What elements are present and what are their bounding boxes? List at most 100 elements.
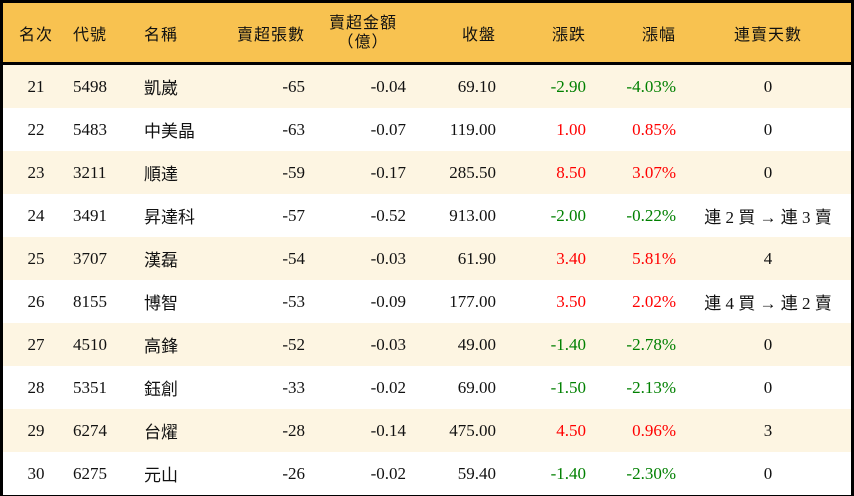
sell-amount-cell: -0.17 [370,162,406,182]
table-row[interactable]: 27 4510 高鋒 -52 -0.03 49.00 -1.40 -2.78% 0 [3,323,851,366]
streak-cell: 連 2 買 → 連 3 賣 [704,208,832,227]
table-row[interactable]: 22 5483 中美晶 -63 -0.07 119.00 1.00 0.85% 0 [3,108,851,151]
table-row[interactable]: 24 3491 昇達科 -57 -0.52 913.00 -2.00 -0.22% 連 2 買 … [3,194,851,237]
header-name[interactable]: 名稱 [144,26,179,44]
name-cell: 漢磊 [144,251,178,270]
header-close[interactable]: 收盤 [461,26,496,44]
table-row[interactable]: 29 6274 台燿 -28 -0.14 475.00 4.50 0.96% 3 [3,409,851,452]
streak-cell: 3 [763,420,773,440]
close-cell: 69.10 [457,76,496,96]
code-cell: 6274 [73,420,107,440]
pct-cell: 5.81% [632,248,676,268]
change-cell: 3.50 [556,291,586,311]
rank-cell: 27 [27,334,45,354]
code-cell: 8155 [73,291,107,311]
rank-cell: 29 [27,420,45,440]
pct-cell: -2.13% [626,377,676,397]
sell-amount-cell: -0.52 [370,205,406,225]
table-row[interactable]: 21 5498 凱崴 -65 -0.04 69.10 -2.90 -4.03% 0 [3,65,851,108]
rank-cell: 23 [27,162,45,182]
table-row[interactable]: 28 5351 鈺創 -33 -0.02 69.00 -1.50 -2.13% 0 [3,366,851,409]
sell-amount-cell: -0.14 [370,420,406,440]
code-cell: 4510 [73,334,107,354]
change-cell: 4.50 [556,420,586,440]
header-sell-amount-unit: （億） [337,33,389,51]
rank-cell: 22 [27,119,45,139]
streak-cell: 連 4 買 → 連 2 賣 [704,294,832,313]
header-rank[interactable]: 名次 [18,26,53,44]
close-cell: 59.40 [457,463,496,483]
code-cell: 3707 [73,248,107,268]
code-cell: 5498 [73,76,107,96]
table-row[interactable]: 25 3707 漢磊 -54 -0.03 61.90 3.40 5.81% 4 [3,237,851,280]
name-cell: 鈺創 [144,380,178,399]
pct-cell: -4.03% [626,76,676,96]
streak-cell: 0 [763,377,773,397]
pct-cell: 0.96% [632,420,676,440]
name-cell: 高鋒 [144,337,178,356]
streak-cell: 0 [763,162,773,182]
name-cell: 昇達科 [144,208,195,227]
code-cell: 3491 [73,205,107,225]
header-code[interactable]: 代號 [73,26,108,44]
streak-cell: 0 [763,334,773,354]
streak-cell: 0 [763,463,773,483]
close-cell: 119.00 [449,119,496,139]
rank-cell: 21 [27,76,45,96]
sell-amount-cell: -0.09 [370,291,406,311]
table-row[interactable]: 30 6275 元山 -26 -0.02 59.40 -1.40 -2.30% 0 [3,452,851,495]
change-cell: 8.50 [556,162,586,182]
pct-cell: -2.30% [626,463,676,483]
sell-amount-cell: -0.03 [370,334,406,354]
sell-lots-cell: -54 [282,248,305,268]
close-cell: 475.00 [449,420,496,440]
code-cell: 6275 [73,463,107,483]
sell-lots-cell: -52 [282,334,305,354]
header-change[interactable]: 漲跌 [551,26,586,44]
close-cell: 69.00 [457,377,496,397]
name-cell: 中美晶 [144,122,195,141]
code-cell: 5351 [73,377,107,397]
close-cell: 177.00 [449,291,496,311]
table-row[interactable]: 23 3211 順達 -59 -0.17 285.50 8.50 3.07% 0 [3,151,851,194]
rank-cell: 26 [27,291,45,311]
name-cell: 博智 [144,294,178,313]
header-pct[interactable]: 漲幅 [641,26,676,44]
sell-lots-cell: -53 [282,291,305,311]
sell-amount-cell: -0.04 [370,76,406,96]
close-cell: 913.00 [449,205,496,225]
sell-lots-cell: -33 [282,377,305,397]
name-cell: 台燿 [144,423,178,442]
change-cell: -1.50 [550,377,586,397]
sell-lots-cell: -63 [282,119,305,139]
code-cell: 3211 [73,162,107,182]
sell-amount-cell: -0.03 [370,248,406,268]
change-cell: 1.00 [556,119,586,139]
change-cell: -1.40 [550,334,586,354]
change-cell: 3.40 [556,248,586,268]
pct-cell: -2.78% [626,334,676,354]
name-cell: 凱崴 [144,79,178,98]
pct-cell: 3.07% [632,162,676,182]
sell-lots-cell: -59 [282,162,305,182]
sell-amount-cell: -0.02 [370,377,406,397]
pct-cell: 2.02% [632,291,676,311]
header-sell-amount[interactable]: 賣超金額 （億） [313,3,413,62]
table-header: 名次 代號 名稱 賣超張數 賣超金額 （億） 收盤 漲跌 漲幅 連賣天數 [3,3,851,65]
rank-cell: 30 [27,463,45,483]
pct-cell: -0.22% [626,205,676,225]
rank-cell: 25 [27,248,45,268]
streak-cell: 0 [763,76,773,96]
streak-cell: 4 [763,248,773,268]
sell-lots-cell: -57 [282,205,305,225]
header-streak[interactable]: 連賣天數 [733,26,802,44]
header-sell-lots[interactable]: 賣超張數 [236,26,305,44]
table-row[interactable]: 26 8155 博智 -53 -0.09 177.00 3.50 2.02% 連 4 買 → 連… [3,280,851,323]
sell-lots-cell: -65 [282,76,305,96]
change-cell: -2.90 [550,76,586,96]
header-sell-amount-label: 賣超金額 [328,14,397,32]
sell-amount-cell: -0.07 [370,119,406,139]
sell-amount-cell: -0.02 [370,463,406,483]
rank-cell: 24 [27,205,45,225]
